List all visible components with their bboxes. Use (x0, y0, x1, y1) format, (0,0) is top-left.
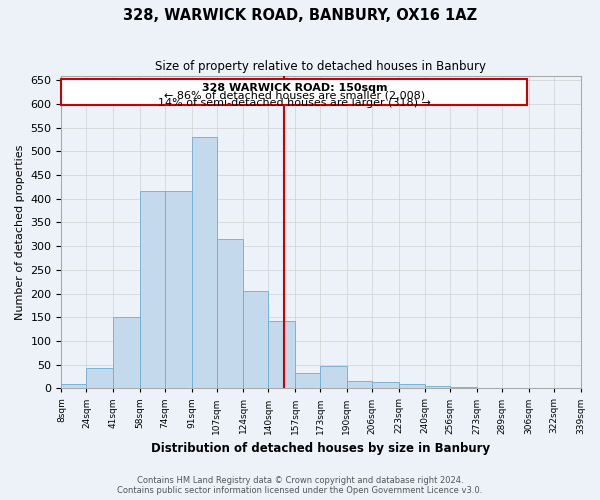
Bar (268, 320, 295, 388)
Bar (425, 386, 451, 388)
Text: ← 86% of detached houses are smaller (2,008): ← 86% of detached houses are smaller (2,… (164, 90, 425, 101)
Bar (165, 191, 191, 388)
Bar (217, 239, 244, 388)
Text: 14% of semi-detached houses are larger (318) →: 14% of semi-detached houses are larger (… (158, 98, 431, 108)
Bar (398, 384, 425, 388)
Bar (244, 291, 268, 388)
Y-axis label: Number of detached properties: Number of detached properties (15, 144, 25, 320)
Text: 328, WARWICK ROAD, BANBURY, OX16 1AZ: 328, WARWICK ROAD, BANBURY, OX16 1AZ (123, 8, 477, 22)
Bar (320, 366, 347, 388)
Bar (86, 368, 113, 388)
Bar (61, 384, 86, 388)
Title: Size of property relative to detached houses in Banbury: Size of property relative to detached ho… (155, 60, 487, 73)
Bar (140, 190, 165, 388)
Bar (61, 79, 527, 106)
Bar (191, 137, 217, 388)
Bar (113, 317, 140, 388)
Bar (295, 372, 320, 388)
Text: Contains HM Land Registry data © Crown copyright and database right 2024.
Contai: Contains HM Land Registry data © Crown c… (118, 476, 482, 495)
X-axis label: Distribution of detached houses by size in Banbury: Distribution of detached houses by size … (151, 442, 491, 455)
Text: 328 WARWICK ROAD: 150sqm: 328 WARWICK ROAD: 150sqm (202, 83, 387, 93)
Bar (372, 382, 398, 388)
Bar (347, 381, 372, 388)
